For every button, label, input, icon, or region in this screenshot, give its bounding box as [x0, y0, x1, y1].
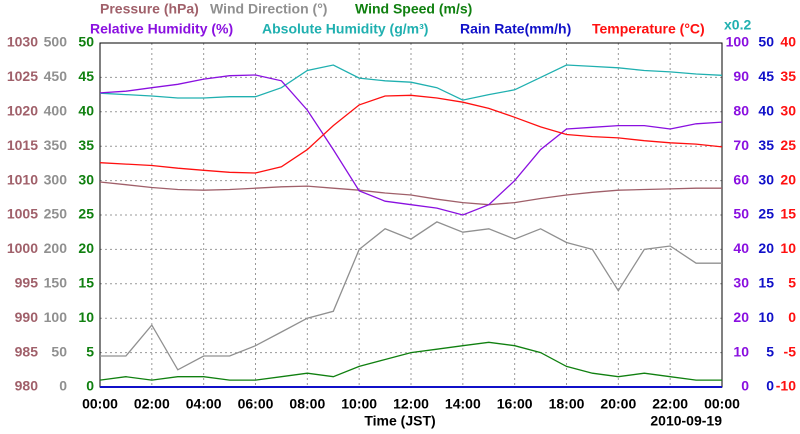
y-tick-label: 20	[733, 309, 749, 325]
y-tick-label: 200	[44, 240, 68, 256]
y-tick-label: 50	[78, 34, 94, 50]
y-tick-label: 990	[15, 309, 39, 325]
x-tick-label: 10:00	[341, 396, 377, 412]
y-tick-label: 1010	[7, 171, 38, 187]
y-tick-label: 35	[758, 137, 774, 153]
y-tick-label: 45	[758, 68, 774, 84]
y-tick-label: 400	[44, 103, 68, 119]
y-tick-label: 50	[758, 34, 774, 50]
legend-label: Wind Direction (°)	[210, 1, 327, 17]
x-tick-label: 16:00	[497, 396, 533, 412]
y-tick-label: 5	[766, 343, 774, 359]
y-tick-label: 350	[44, 137, 68, 153]
y-tick-label: 15	[758, 275, 774, 291]
y-tick-label: 50	[733, 206, 749, 222]
y-tick-label: 20	[78, 240, 94, 256]
y-tick-label: 40	[780, 34, 796, 50]
y-tick-label: 985	[15, 343, 39, 359]
y-tick-label: 0	[86, 378, 94, 394]
series-line	[100, 221, 722, 371]
x-tick-label: 14:00	[445, 396, 481, 412]
y-tick-label: 1000	[7, 240, 38, 256]
series-line	[99, 181, 722, 206]
series-line	[99, 341, 722, 381]
y-tick-label: 15	[78, 275, 94, 291]
legend-label: Wind Speed (m/s)	[355, 1, 472, 17]
y-tick-label: 1020	[7, 103, 38, 119]
y-tick-label: 15	[780, 206, 796, 222]
x-tick-label: 08:00	[289, 396, 325, 412]
x-axis-label: Time (JST)	[364, 413, 435, 429]
y-tick-label: 50	[51, 343, 67, 359]
y-tick-label: 30	[780, 103, 796, 119]
y-tick-label: -10	[776, 378, 796, 394]
y-tick-label: 30	[733, 275, 749, 291]
x-tick-label: 22:00	[652, 396, 688, 412]
y-tick-label: 5	[788, 275, 796, 291]
y-tick-label: 10	[733, 343, 749, 359]
y-tick-label: 35	[780, 68, 796, 84]
y-tick-label: 980	[15, 378, 39, 394]
y-tick-label: 45	[78, 68, 94, 84]
y-tick-label: 500	[44, 34, 68, 50]
y-tick-label: 90	[733, 68, 749, 84]
x-tick-label: 02:00	[134, 396, 170, 412]
y-tick-label: 0	[59, 378, 67, 394]
y-tick-label: 0	[766, 378, 774, 394]
legend-label: Relative Humidity (%)	[90, 21, 233, 37]
y-tick-label: 1015	[7, 137, 38, 153]
y-tick-label: 450	[44, 68, 68, 84]
y-tick-label: 25	[78, 206, 94, 222]
x-tick-label: 20:00	[600, 396, 636, 412]
y-tick-label: 25	[758, 206, 774, 222]
y-tick-label: 20	[780, 171, 796, 187]
x-tick-label: 18:00	[549, 396, 585, 412]
legend-label: Rain Rate(mm/h)	[460, 21, 571, 37]
y-tick-label: 10	[780, 240, 796, 256]
y-tick-label: 30	[78, 171, 94, 187]
y-tick-label: 100	[44, 309, 68, 325]
y-tick-label: 5	[86, 343, 94, 359]
y-tick-label: 80	[733, 103, 749, 119]
legend-label: Pressure (hPa)	[100, 1, 199, 17]
y-tick-label: 40	[78, 103, 94, 119]
y-tick-label: -5	[784, 343, 797, 359]
y-tick-label: 0	[788, 309, 796, 325]
series-line	[99, 94, 723, 174]
y-tick-label: 995	[15, 275, 39, 291]
y-tick-label: 250	[44, 206, 68, 222]
legend-label: Absolute Humidity (g/m³)	[262, 21, 428, 37]
x-tick-label: 04:00	[186, 396, 222, 412]
y-tick-label: 30	[758, 171, 774, 187]
y-tick-label: 10	[78, 309, 94, 325]
y-tick-label: 1030	[7, 34, 38, 50]
x-tick-label: 06:00	[238, 396, 274, 412]
y-tick-label: 20	[758, 240, 774, 256]
legend-label: Temperature (°C)	[592, 21, 705, 37]
y-tick-label: 40	[733, 240, 749, 256]
y-tick-label: 10	[758, 309, 774, 325]
series-line	[99, 74, 723, 216]
y-tick-label: 60	[733, 171, 749, 187]
series-line	[99, 64, 723, 101]
y-tick-label: 100	[726, 34, 750, 50]
y-tick-label: 70	[733, 137, 749, 153]
y-tick-label: 40	[758, 103, 774, 119]
date-label: 2010-09-19	[650, 413, 722, 429]
y-tick-label: 300	[44, 171, 68, 187]
y-tick-label: 25	[780, 137, 796, 153]
x-tick-label: 00:00	[82, 396, 118, 412]
y-tick-label: 35	[78, 137, 94, 153]
y-tick-label: 1025	[7, 68, 38, 84]
y-tick-label: 0	[741, 378, 749, 394]
y-tick-label: 1005	[7, 206, 38, 222]
y-tick-label: 150	[44, 275, 68, 291]
x-tick-label: 12:00	[393, 396, 429, 412]
x-tick-label: 00:00	[704, 396, 740, 412]
scale-note: x0.2	[724, 17, 751, 33]
